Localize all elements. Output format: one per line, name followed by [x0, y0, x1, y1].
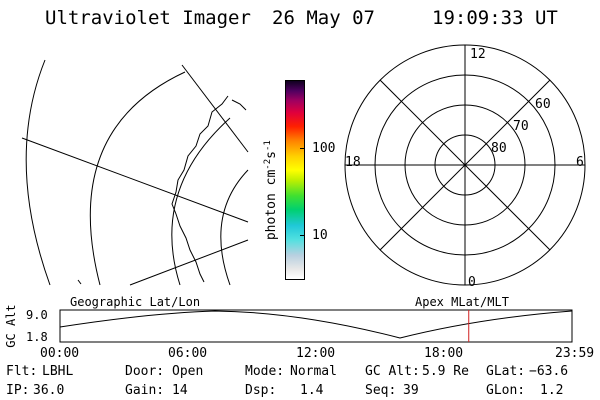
ip-label: IP: — [6, 383, 30, 398]
flt-label: Flt: — [6, 364, 38, 379]
map-lon-line — [21, 137, 249, 223]
apex-panel-title: Apex MLat/MLT — [415, 295, 509, 309]
seq-label: Seq: — [365, 383, 397, 398]
mlat-70-label: 70 — [513, 119, 529, 134]
map-lat-arc — [171, 117, 231, 286]
date-label: 26 May 07 — [272, 7, 375, 29]
glat-value: −63.6 — [529, 364, 569, 379]
x-tick-1800: 18:00 — [424, 346, 464, 361]
dsp-label: Dsp: — [245, 383, 277, 398]
mlat-60-label: 60 — [535, 97, 551, 112]
mlt-18-label: 18 — [345, 155, 361, 170]
colorbar-tick — [300, 235, 305, 236]
coastline — [77, 279, 82, 285]
map-lat-arc — [25, 59, 51, 286]
glon-value: 1.2 — [540, 383, 564, 398]
altitude-plot-frame — [59, 309, 573, 343]
dsp-value: 1.4 — [300, 383, 324, 398]
door-label: Door: — [125, 364, 165, 379]
x-tick-1200: 12:00 — [296, 346, 336, 361]
seq-value: 39 — [403, 383, 419, 398]
colorbar-tick — [300, 148, 305, 149]
mlt-6-label: 6 — [576, 155, 584, 170]
map-lon-line — [181, 64, 249, 153]
mode-label: Mode: — [245, 364, 285, 379]
map-lat-arc — [220, 169, 249, 286]
gain-value: 14 — [172, 383, 188, 398]
door-value: Open — [172, 364, 204, 379]
x-tick-0000: 00:00 — [40, 346, 80, 361]
instrument-title: Ultraviolet Imager — [45, 7, 251, 29]
glon-label: GLon: — [486, 383, 526, 398]
map-lat-arc — [89, 71, 186, 286]
mlat-80-label: 80 — [491, 141, 507, 156]
geographic-panel-title: Geographic Lat/Lon — [70, 295, 201, 309]
ip-value: 36.0 — [33, 383, 65, 398]
colorbar-tick-10: 10 — [312, 228, 328, 243]
altitude-curve — [59, 310, 573, 339]
mlt-12-label: 12 — [470, 47, 486, 62]
colorbar — [285, 80, 305, 280]
polar-diagonal — [379, 79, 551, 251]
altitude-ymin-label: 1.8 — [26, 330, 48, 344]
x-tick-2359: 23:59 — [555, 346, 595, 361]
altitude-plot — [59, 309, 573, 343]
mlt-0-label: 0 — [468, 275, 476, 290]
coastline — [231, 99, 247, 111]
flt-value: LBHL — [42, 364, 74, 379]
glat-label: GLat: — [486, 364, 526, 379]
colorbar-tick-100: 100 — [312, 141, 336, 156]
gcalt-label: GC Alt: — [365, 364, 420, 379]
x-tick-0600: 06:00 — [168, 346, 208, 361]
colorbar-unit-label: photon cm-2s-1 — [262, 140, 280, 241]
polar-plot — [344, 44, 586, 286]
mode-value: Normal — [290, 364, 337, 379]
gain-label: Gain: — [125, 383, 165, 398]
map-lon-line — [129, 239, 249, 286]
altitude-ymax-label: 9.0 — [26, 308, 48, 322]
gcalt-value: 5.9 Re — [422, 364, 469, 379]
altitude-axis-label: GC Alt — [4, 304, 18, 348]
time-label: 19:09:33 UT — [432, 7, 558, 29]
coastline — [171, 95, 229, 283]
